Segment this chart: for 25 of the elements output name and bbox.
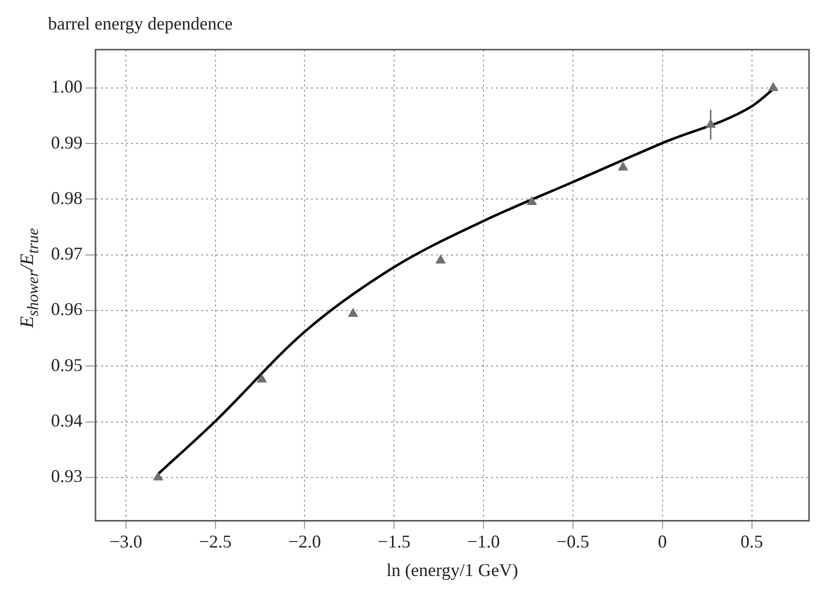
point bbox=[256, 373, 267, 382]
x-tick-label: 0.5 bbox=[740, 531, 764, 552]
x-tick-label: 0 bbox=[658, 531, 667, 552]
y-tick-label: 0.95 bbox=[51, 354, 82, 375]
point bbox=[435, 254, 446, 264]
y-tick-label: 0.96 bbox=[51, 299, 82, 320]
y-tick-label: 0.99 bbox=[51, 132, 82, 152]
chart-title: barrel energy dependence bbox=[48, 14, 233, 34]
x-tick-label: −3.0 bbox=[110, 531, 142, 552]
point bbox=[152, 471, 164, 480]
y-tick-label: 0.98 bbox=[51, 188, 82, 208]
y-tick-label: 1.00 bbox=[51, 76, 82, 97]
x-tick-label: −0.5 bbox=[556, 531, 590, 552]
y-tick-label: 0.97 bbox=[51, 244, 82, 264]
x-tick-label: −1.0 bbox=[467, 531, 500, 552]
point bbox=[618, 162, 628, 171]
point bbox=[348, 308, 358, 317]
x-tick-label: −2.5 bbox=[198, 531, 232, 552]
x-tick-label: −2.0 bbox=[288, 531, 322, 552]
x-axis-title: ln (energy/1 GeV) bbox=[386, 560, 518, 580]
y-tick-label: 0.93 bbox=[51, 466, 82, 486]
point bbox=[526, 196, 538, 206]
point bbox=[768, 82, 778, 91]
y-tick-label: 0.94 bbox=[51, 410, 82, 431]
x-tick-label: −1.5 bbox=[378, 531, 410, 552]
